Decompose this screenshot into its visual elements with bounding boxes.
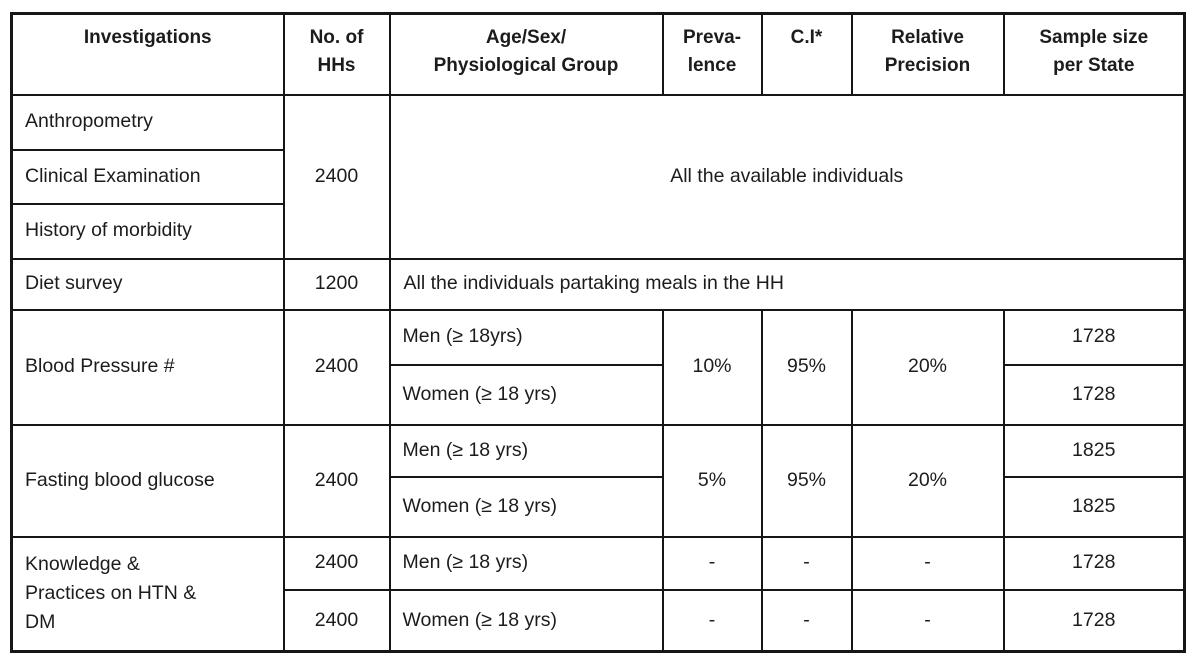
cell-bp-group-men: Men (≥ 18yrs) [388,308,664,366]
table-row: Diet survey 1200 All the individuals par… [10,257,1186,311]
cell-kp-no-of-hhs-men: 2400 [282,535,391,591]
cell-history-of-morbidity: History of morbidity [10,202,285,260]
cell-general-no-of-hhs: 2400 [282,93,391,260]
cell-kp-prevalence-women: - [661,588,763,653]
cell-kp-group-men: Men (≥ 18 yrs) [388,535,664,591]
table-row: Blood Pressure # 2400 Men (≥ 18yrs) 10% … [10,308,1186,426]
cell-kp-no-of-hhs-women: 2400 [282,588,391,653]
cell-kp-sample-women: 1728 [1002,588,1186,653]
cell-fbg-sample-women: 1825 [1002,475,1186,538]
cell-bp-ci: 95% [760,308,853,426]
cell-kp-ci-women: - [760,588,853,653]
header-investigations: Investigations [10,12,285,96]
cell-bp-sample-women: 1728 [1002,363,1186,426]
cell-diet-no-of-hhs: 1200 [282,257,391,311]
header-sample-size: Sample size per State [1002,12,1186,96]
header-row: Investigations No. of HHs Age/Sex/ Physi… [10,12,1186,96]
table-row: Knowledge & Practices on HTN & DM 2400 M… [10,535,1186,653]
cell-blood-pressure-label: Blood Pressure # [10,308,285,426]
cell-bp-sample-men: 1728 [1002,308,1186,366]
cell-fbg-prevalence: 5% [661,423,763,538]
table-row: Anthropometry 2400 All the available ind… [10,93,1186,260]
cell-fbg-relative-precision: 20% [850,423,1005,538]
cell-knowledge-practices-label: Knowledge & Practices on HTN & DM [10,535,285,653]
table-row: Clinical Examination [10,148,1185,205]
cell-kp-group-women: Women (≥ 18 yrs) [388,588,664,653]
header-no-of-hhs: No. of HHs [282,12,391,96]
cell-kp-prevalence-men: - [661,535,763,591]
cell-kp-relative-precision-men: - [850,535,1005,591]
cell-kp-relative-precision-women: - [850,588,1005,653]
cell-bp-prevalence: 10% [661,308,763,426]
cell-diet-survey: Diet survey [10,257,285,311]
cell-clinical-examination: Clinical Examination [10,148,285,205]
cell-fasting-glucose-label: Fasting blood glucose [10,423,285,538]
survey-sample-size-table: Investigations No. of HHs Age/Sex/ Physi… [10,12,1186,653]
cell-bp-relative-precision: 20% [850,308,1005,426]
cell-bp-group-women: Women (≥ 18 yrs) [388,363,664,426]
cell-fbg-group-men: Men (≥ 18 yrs) [388,423,664,478]
table-row: 2400 Women (≥ 18 yrs) - - - 1728 [12,588,1186,653]
header-ci: C.I* [760,12,853,96]
cell-kp-ci-men: - [760,535,853,591]
table-row: Women (≥ 18 yrs) 1825 [12,475,1186,538]
header-relative-precision: Relative Precision [850,12,1005,96]
cell-bp-no-of-hhs: 2400 [282,308,391,426]
cell-kp-sample-men: 1728 [1002,535,1186,591]
cell-fbg-sample-men: 1825 [1002,423,1186,478]
table-row: History of morbidity [10,202,1185,260]
cell-fbg-group-women: Women (≥ 18 yrs) [388,475,664,538]
cell-anthropometry: Anthropometry [10,93,285,151]
cell-fbg-ci: 95% [760,423,853,538]
cell-fbg-no-of-hhs: 2400 [282,423,391,538]
header-age-sex-group: Age/Sex/ Physiological Group [388,12,664,96]
cell-diet-group: All the individuals partaking meals in t… [388,257,1186,311]
cell-general-group: All the available individuals [388,93,1186,260]
header-prevalence: Preva- lence [661,12,763,96]
table-row: Women (≥ 18 yrs) 1728 [12,363,1186,426]
table-row: Fasting blood glucose 2400 Men (≥ 18 yrs… [10,423,1186,538]
